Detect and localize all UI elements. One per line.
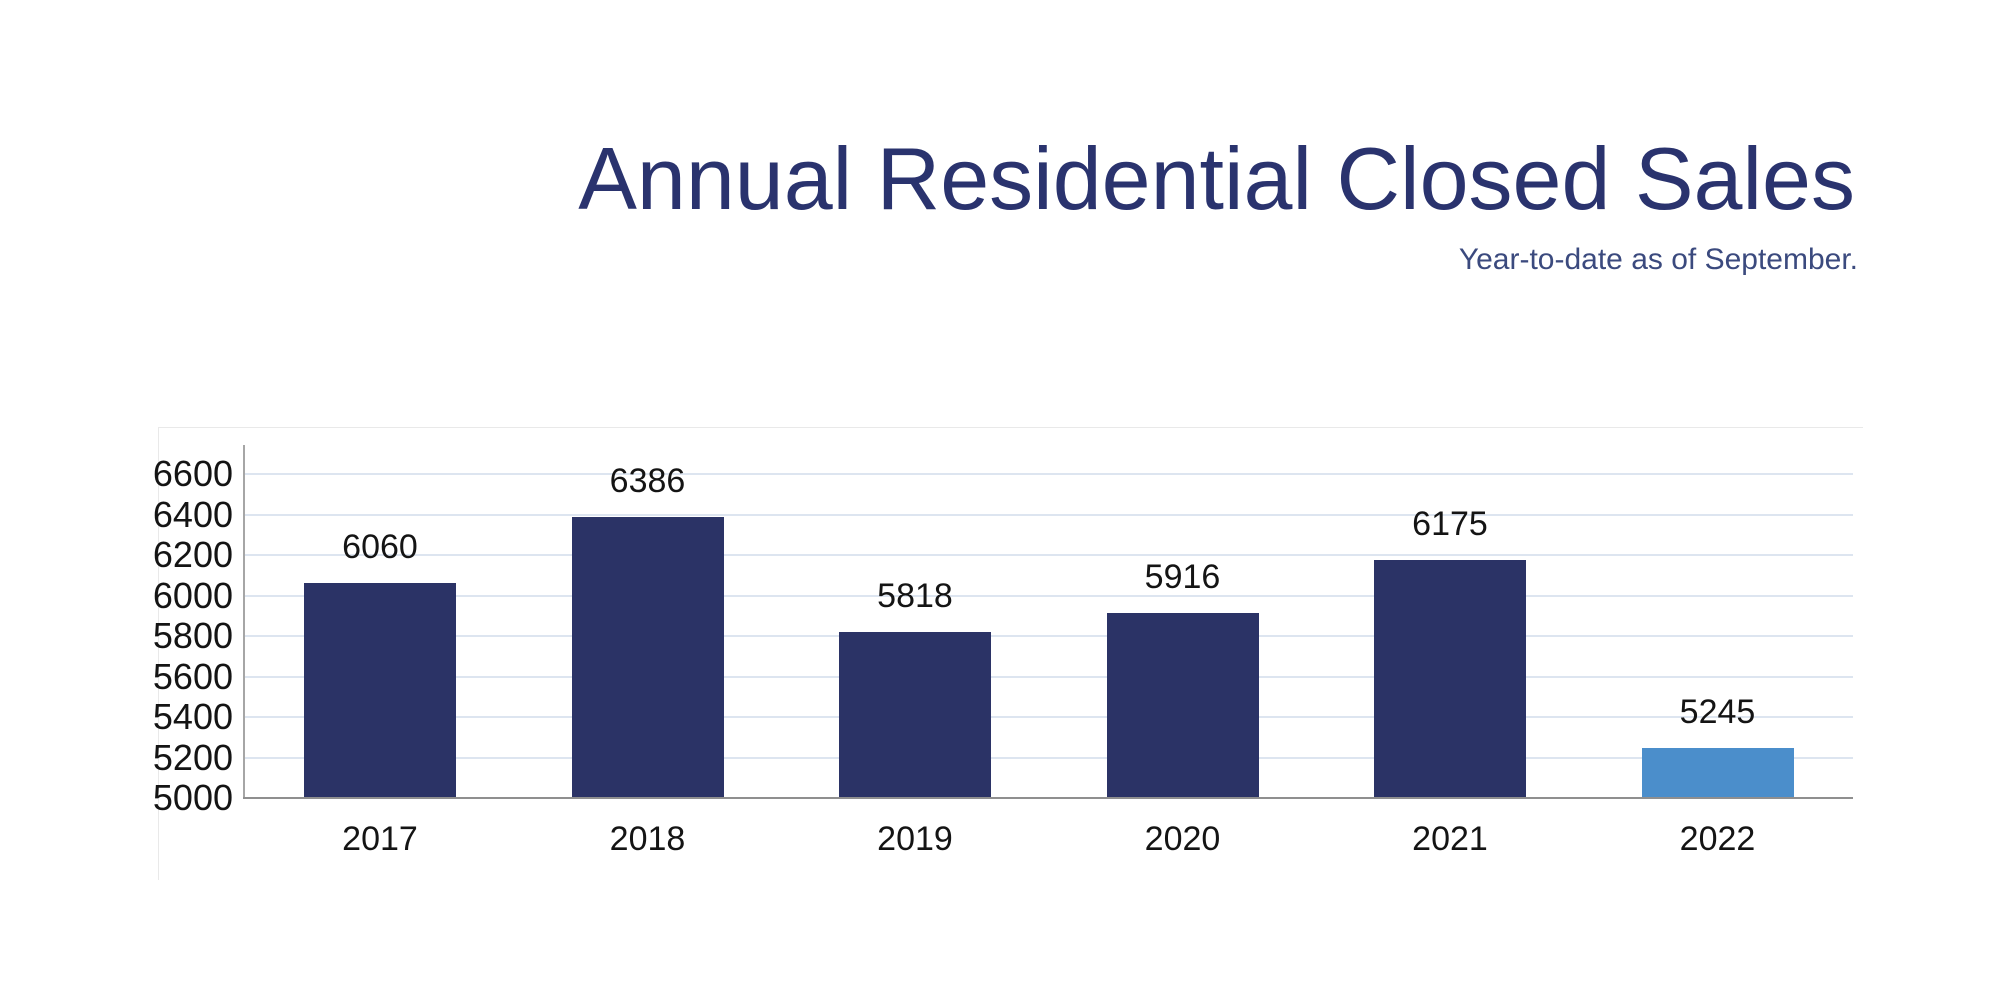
bar-value-label: 5245 — [1679, 693, 1756, 732]
y-axis-line — [243, 445, 245, 798]
bar-value-label: 6175 — [1412, 505, 1488, 544]
x-axis-category-label: 2019 — [877, 820, 953, 858]
bar-2021 — [1374, 560, 1526, 798]
bar-value-label: 6060 — [342, 528, 418, 567]
x-axis-category-label: 2022 — [1679, 820, 1756, 858]
x-axis-category-label: 2018 — [609, 820, 686, 858]
gridline — [245, 513, 1853, 516]
bar-2018 — [571, 517, 724, 798]
y-axis-tick-label: 5200 — [152, 736, 233, 778]
gridline — [245, 635, 1853, 637]
x-axis-category-label: 2017 — [342, 820, 418, 858]
y-axis-tick-label: 6600 — [152, 453, 233, 494]
x-axis-line — [243, 797, 1853, 799]
gridline — [245, 675, 1853, 678]
y-axis-tick-label: 6000 — [152, 574, 233, 616]
chart-frame — [158, 427, 1863, 880]
gridline — [245, 716, 1853, 718]
chart-subtitle: Year-to-date as of September. — [1458, 243, 1858, 276]
y-axis-tick-label: 6200 — [152, 534, 233, 575]
bar-value-label: 5916 — [1144, 557, 1221, 596]
gridline — [245, 554, 1853, 556]
bar-value-label: 6386 — [609, 462, 686, 501]
bar-2017 — [304, 583, 456, 798]
bar-value-label: 5818 — [877, 577, 953, 616]
y-axis-tick-label: 5800 — [152, 615, 233, 656]
gridline — [245, 473, 1853, 475]
y-axis-tick-label: 5400 — [152, 696, 233, 737]
chart-title: Annual Residential Closed Sales — [578, 129, 1855, 228]
bar-2019 — [839, 632, 991, 798]
x-axis-category-label: 2020 — [1144, 820, 1221, 858]
gridline — [245, 594, 1853, 597]
y-axis-tick-label: 6400 — [152, 493, 233, 535]
y-axis-tick-label: 5000 — [152, 777, 233, 818]
bar-2020 — [1106, 612, 1259, 798]
gridline — [245, 756, 1853, 759]
bar-2022 — [1641, 748, 1794, 798]
y-axis-tick-label: 5600 — [152, 655, 233, 697]
x-axis-category-label: 2021 — [1412, 820, 1488, 858]
